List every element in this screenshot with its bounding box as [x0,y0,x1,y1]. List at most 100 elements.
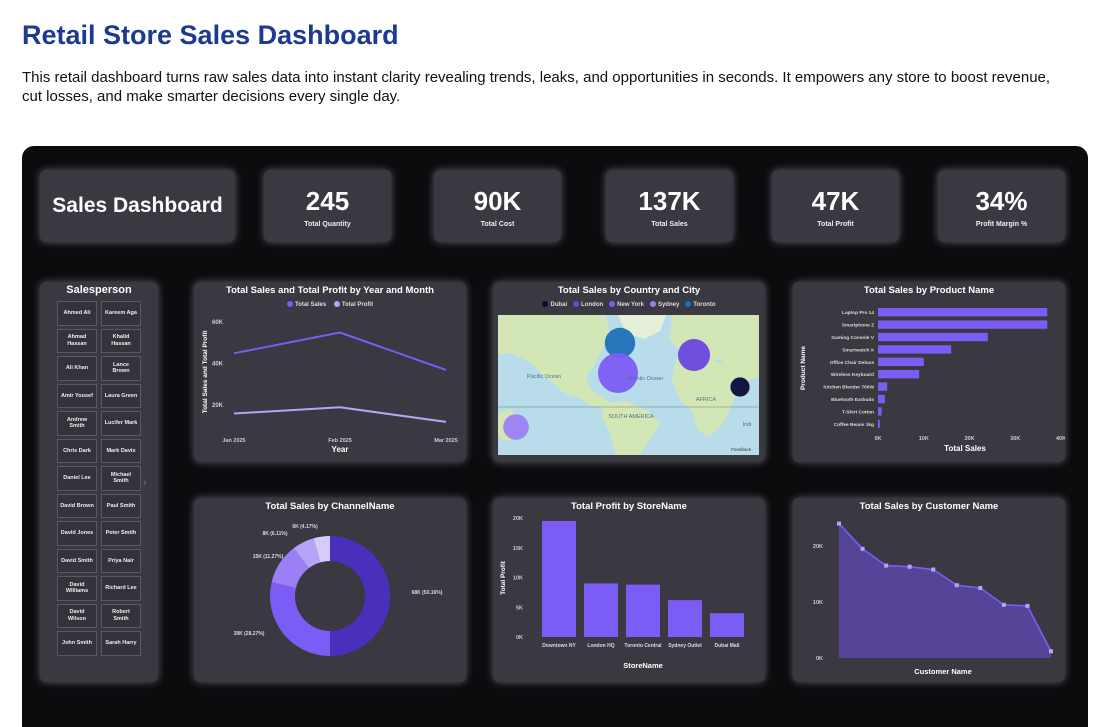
map-bubble [604,327,636,359]
salesperson-option[interactable]: Khalid Hassan [101,328,141,353]
donut-slice [271,548,309,588]
salesperson-option[interactable]: Kareem Aga [101,301,141,326]
x-tick-label: Jan 2025 [222,438,245,444]
category-label: Coffee Beans 1kg [834,422,874,428]
salesperson-option[interactable]: Ahmad Hassan [57,328,97,353]
store-bar [710,613,744,637]
donut-slice [270,582,330,656]
salesperson-option[interactable]: Lucifer Mark [101,411,141,436]
product-bar [878,332,988,342]
salesperson-option[interactable]: Chris Dark [57,438,97,463]
product-bar [878,357,924,366]
area-fill [839,523,1051,658]
salesperson-option[interactable]: Priya Nair [101,548,141,573]
category-label: Toronto Central [624,643,662,649]
product-bar [878,345,952,354]
salesperson-option[interactable]: David Wilson [57,603,97,628]
kpi-label: Total Profit [817,221,854,228]
salesperson-option[interactable]: Peter Smith [101,521,141,546]
map-label: Indi [743,422,752,428]
x-axis-label: StoreName [623,661,663,670]
salesperson-option[interactable]: David Jones [57,521,97,546]
y-tick-label: 40K [212,362,224,368]
chevron-right-icon[interactable]: › [143,477,147,489]
category-label: Downtown NY [542,643,576,649]
product-bar [878,407,882,416]
salesperson-option[interactable]: Mark Davis [101,438,141,463]
donut-slice [313,536,330,563]
salesperson-option[interactable]: Daniel Lee [57,466,97,491]
map-attribution: Feedback [731,447,752,452]
chart-title: Total Sales by Customer Name [859,501,999,512]
legend-item: Sydney [649,301,679,308]
legend-label: Toronto [693,302,716,308]
product-bar [878,320,1048,329]
salesperson-option[interactable]: David Brown [57,493,97,518]
salesperson-option[interactable]: David Williams [57,576,97,601]
land-south-america [602,401,660,455]
salesperson-slicer: Salesperson Ahmed Ali Kareem Aga Ahmad Has… [40,282,158,682]
legend-swatch [609,301,616,307]
x-tick-label: 0K [874,436,881,442]
salesperson-option[interactable]: Richard Lee [101,576,141,601]
map-label: Atlantic Ocean [627,376,663,382]
y-tick-label: 60K [212,320,224,326]
land-eurasia [670,315,759,381]
category-label: Sydney Outlet [668,643,702,649]
salesperson-option[interactable]: Andrew Smith [57,411,97,436]
salesperson-option[interactable]: Lance Brown [101,356,141,381]
salesperson-option[interactable]: Ahmed Ali [57,301,97,326]
chart-legend: Total Sales Total Profit [194,301,466,308]
salesperson-option[interactable]: David Smith [57,548,97,573]
salesperson-option[interactable]: Michael Smith [101,466,141,491]
category-label: Dubai Mall [714,643,740,649]
legend-label: New York [617,302,644,308]
x-tick-label: 40K [1056,436,1065,442]
category-label: Smartwatch X [842,347,875,353]
y-tick-label: 0K [516,635,523,641]
page-description: This retail dashboard turns raw sales da… [22,69,1051,105]
category-label: Laptop Pro 14 [842,310,874,316]
product-bar [878,394,885,404]
legend-swatch [286,301,293,307]
legend-swatch [542,301,549,307]
salesperson-option[interactable]: Ali Khan [57,356,97,381]
x-axis-label: Total Sales [944,444,986,453]
donut-chart-card: Total Sales by ChannelName 68K (50.16%) 3… [194,498,466,682]
product-bar-chart: Laptop Pro 14 Smartphone Z Gaming Console … [800,308,1065,453]
y-tick-label: 10K [513,576,523,582]
y-tick-label: 0K [816,656,823,662]
kpi-total-profit: 47K Total Profit [772,170,899,242]
kpi-label: Total Sales [651,221,688,228]
chart-title: Total Profit by StoreName [571,501,687,512]
x-tick-label: Feb 2025 [328,438,352,444]
y-tick-label: 15K [513,546,523,552]
salesperson-option[interactable]: Laura Green [101,383,141,408]
dashboard-panel: Sales Dashboard 245 Total Quantity 90K T… [22,146,1088,727]
donut-chart: 68K (50.16%) 39K (28.27%) 15K (11.27%) 8K (… [234,524,443,656]
salesperson-option[interactable]: Paul Smith [101,493,141,518]
category-label: Gaming Console V [831,335,874,341]
category-label: Bluetooth Earbuds [831,397,874,403]
chart-title: Total Sales by Country and City [557,285,701,296]
legend-label: Total Sales [294,302,327,308]
salesperson-option[interactable]: John Smith [57,631,97,656]
x-tick-label: 10K [919,436,929,442]
kpi-label: Total Quantity [304,221,351,228]
legend-swatch [573,301,580,307]
category-label: Smartphone Z [842,323,874,329]
map-canvas[interactable]: Pacific Ocean Atlantic Ocean AFRICA SOUTH A… [498,315,759,455]
store-bar [584,583,618,637]
kpi-total-quantity: 245 Total Quantity [264,170,391,242]
store-chart-card: Total Profit by StoreName 0K 5K 10K 15K 20K D… [493,498,765,682]
salesperson-option[interactable]: Sarah Harry [101,631,141,656]
slice-label: 15K (11.27%) [253,554,284,560]
salesperson-option[interactable]: Amir Yousef [57,383,97,408]
y-tick-label: 10K [813,600,823,606]
kpi-total-sales: 137K Total Sales [606,170,733,242]
store-bar [668,600,702,637]
product-bar [878,370,920,379]
salesperson-option[interactable]: Robert Smith [101,603,141,628]
category-label: London HQ [587,643,614,649]
map-label: Pacific Ocean [527,374,561,380]
